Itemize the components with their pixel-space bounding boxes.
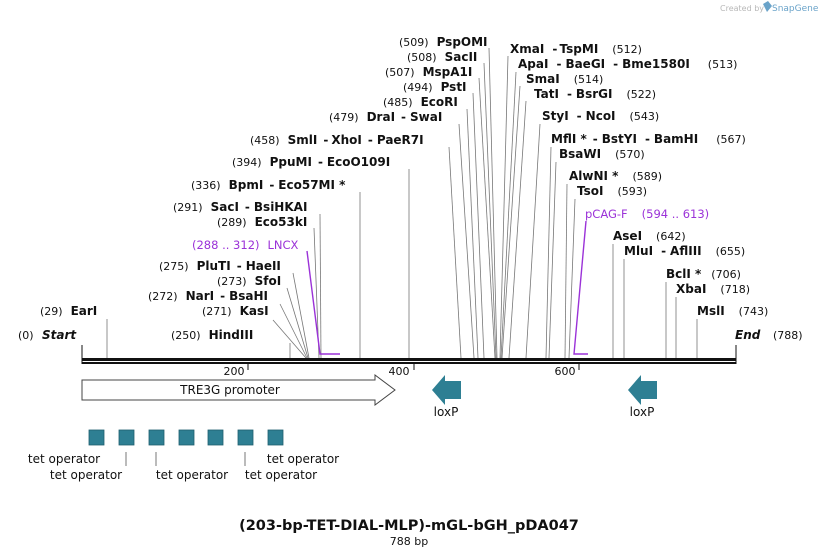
watermark-brand: SnapGene bbox=[772, 4, 818, 14]
enzyme-label: MflI * - BstYI - BamHI (567) bbox=[551, 132, 746, 146]
cut-line-mfli bbox=[545, 146, 552, 359]
enzyme-label: AseI (642) bbox=[613, 229, 686, 243]
tick-label-600: 600 bbox=[555, 365, 576, 378]
tet-operator-label: tet operator bbox=[156, 468, 228, 482]
primer-annotations bbox=[306, 220, 588, 355]
enzyme-label: (289) Eco53kI bbox=[217, 215, 307, 229]
cut-line-apai bbox=[500, 71, 517, 359]
cut-line-drai bbox=[458, 123, 475, 359]
sequence-backbone-bottom bbox=[82, 362, 736, 364]
start-position: (0) bbox=[18, 329, 34, 342]
cut-line-smli bbox=[448, 146, 462, 359]
snapgene-logo-icon bbox=[763, 1, 772, 12]
primer-pcag-f-arrow bbox=[573, 220, 588, 355]
enzyme-labels-left: (509) PspOMI (508) SacII (507) MspA1I (494)… bbox=[40, 35, 488, 342]
cut-line-sfoi bbox=[286, 287, 309, 359]
enzyme-label: BsaWI (570) bbox=[559, 147, 645, 161]
cut-line-sacii bbox=[483, 62, 497, 359]
enzyme-label: (273) SfoI bbox=[217, 274, 281, 288]
enzyme-label: XbaI (718) bbox=[676, 282, 750, 296]
enzyme-label: StyI - NcoI (543) bbox=[542, 109, 659, 123]
tet-operator-box bbox=[237, 429, 254, 446]
cut-line-mspa1i bbox=[478, 77, 496, 359]
loxp-arrow-icon bbox=[432, 375, 461, 405]
cut-line-styi bbox=[525, 123, 541, 359]
map-title: (203-bp-TET-DIAL-MLP)-mGL-bGH_pDA047 bbox=[239, 518, 579, 534]
tet-operator-label: tet operator bbox=[50, 468, 122, 482]
tet-operator-box bbox=[207, 429, 224, 446]
enzyme-label: MluI - AflIII (655) bbox=[624, 244, 745, 258]
primer-lncx-arrow bbox=[306, 250, 340, 355]
enzyme-label: XmaI - TspMI (512) bbox=[510, 42, 642, 56]
enzyme-label: AlwNI * (589) bbox=[569, 169, 662, 183]
enzyme-label: (458) SmlI - XhoI - PaeR7I bbox=[250, 133, 424, 147]
loxp-label: loxP bbox=[434, 405, 459, 419]
map-subtitle: 788 bp bbox=[390, 535, 428, 548]
enzyme-label: (271) KasI bbox=[202, 304, 269, 318]
promoter-label: TRE3G promoter bbox=[179, 383, 280, 397]
tet-operator-label: tet operator bbox=[267, 452, 339, 466]
cut-line-pspomi bbox=[488, 47, 498, 359]
cut-line-smai bbox=[501, 85, 521, 359]
tet-operator-box bbox=[267, 429, 284, 446]
enzyme-label: (394) PpuMI - EcoO109I bbox=[232, 155, 390, 169]
enzyme-label: (479) DraI - SwaI bbox=[329, 110, 442, 124]
enzyme-label: (494) PstI bbox=[403, 80, 467, 94]
enzyme-label: (275) PluTI - HaeII bbox=[159, 259, 281, 273]
cut-line-pluti bbox=[292, 272, 310, 359]
tick-label-200: 200 bbox=[224, 365, 245, 378]
ruler-ticks bbox=[81, 345, 737, 370]
cut-line-kasi bbox=[272, 319, 307, 359]
enzyme-label: (509) PspOMI bbox=[399, 35, 488, 49]
tet-operator-leaders bbox=[125, 452, 246, 466]
cut-line-bsawi bbox=[548, 161, 557, 359]
enzyme-label: (508) SacII bbox=[407, 50, 477, 64]
cut-line-alwni bbox=[564, 183, 568, 359]
cut-line-nari bbox=[279, 303, 308, 359]
enzyme-label: (507) MspA1I bbox=[385, 65, 472, 79]
cut-line-psti bbox=[472, 92, 485, 359]
tet-operator-box bbox=[118, 429, 135, 446]
sequence-backbone-top bbox=[82, 358, 736, 361]
tet-operator-label: tet operator bbox=[245, 468, 317, 482]
cut-line-xmai bbox=[499, 55, 509, 359]
enzyme-label: (336) BpmI - Eco57MI * bbox=[191, 178, 346, 192]
enzyme-label: (29) EarI bbox=[40, 304, 97, 318]
enzyme-label: MslI (743) bbox=[697, 304, 768, 318]
watermark-created-by: Created by bbox=[720, 4, 764, 13]
cut-line-ecori bbox=[466, 108, 479, 359]
primer-label-pcag-f: pCAG-F (594 .. 613) bbox=[585, 207, 709, 221]
start-label: Start bbox=[42, 328, 77, 342]
end-label: End bbox=[735, 328, 761, 342]
enzyme-label: (485) EcoRI bbox=[383, 95, 458, 109]
enzyme-labels-right: XmaI - TspMI (512) ApaI - BaeGI - Bme1580I (513)… bbox=[510, 42, 768, 318]
tick-label-400: 400 bbox=[389, 365, 410, 378]
promoter-feature-arrow bbox=[81, 374, 396, 406]
enzyme-label: (250) HindIII bbox=[171, 328, 253, 342]
cut-line-tati bbox=[508, 100, 527, 359]
tet-operator-box bbox=[148, 429, 165, 446]
primer-label-lncx: (288 .. 312) LNCX bbox=[192, 238, 299, 252]
tet-operator-box bbox=[178, 429, 195, 446]
cut-line-saci bbox=[319, 213, 322, 359]
cut-line-tsoi bbox=[568, 198, 576, 359]
enzyme-label: TatI - BsrGI (522) bbox=[534, 87, 656, 101]
end-position: (788) bbox=[773, 329, 803, 342]
tet-operator-box bbox=[88, 429, 105, 446]
enzyme-label: (272) NarI - BsaHI bbox=[148, 289, 268, 303]
tet-operator-label: tet operator bbox=[28, 452, 100, 466]
tet-operator-boxes bbox=[88, 429, 284, 446]
enzyme-label: SmaI (514) bbox=[526, 72, 603, 86]
enzyme-label: TsoI (593) bbox=[577, 184, 647, 198]
loxp-label: loxP bbox=[630, 405, 655, 419]
cut-site-lines bbox=[106, 47, 698, 359]
loxp-arrow-icon bbox=[628, 375, 657, 405]
enzyme-label: BclI * (706) bbox=[666, 267, 741, 281]
enzyme-label: (291) SacI - BsiHKAI bbox=[173, 200, 307, 214]
enzyme-label: ApaI - BaeGI - Bme1580I (513) bbox=[518, 57, 737, 71]
